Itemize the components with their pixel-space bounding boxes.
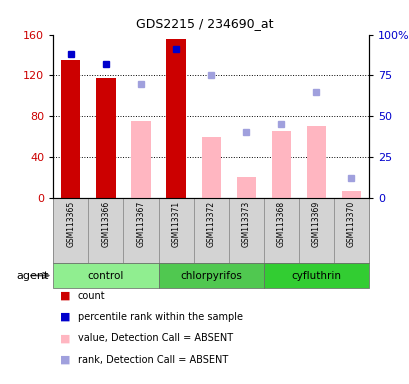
Text: GSM113372: GSM113372 bbox=[206, 201, 215, 247]
Text: GSM113368: GSM113368 bbox=[276, 201, 285, 247]
Text: ■: ■ bbox=[60, 312, 71, 322]
Bar bbox=[306, 126, 325, 198]
Text: GSM113373: GSM113373 bbox=[241, 201, 250, 247]
Text: ■: ■ bbox=[60, 333, 71, 343]
Bar bbox=[131, 121, 150, 198]
Bar bbox=[61, 60, 80, 198]
Text: GSM113366: GSM113366 bbox=[101, 201, 110, 247]
Text: cyfluthrin: cyfluthrin bbox=[291, 270, 341, 281]
Bar bbox=[158, 198, 193, 263]
Text: agent: agent bbox=[17, 270, 49, 281]
Text: ■: ■ bbox=[60, 291, 71, 301]
Bar bbox=[96, 78, 115, 198]
Bar bbox=[263, 263, 368, 288]
Bar bbox=[88, 198, 123, 263]
Text: GDS2215 / 234690_at: GDS2215 / 234690_at bbox=[136, 17, 273, 30]
Text: ■: ■ bbox=[60, 355, 71, 365]
Text: GSM113370: GSM113370 bbox=[346, 201, 355, 247]
Bar bbox=[263, 198, 298, 263]
Bar bbox=[53, 198, 88, 263]
Bar bbox=[341, 190, 360, 198]
Text: percentile rank within the sample: percentile rank within the sample bbox=[78, 312, 242, 322]
Text: chlorpyrifos: chlorpyrifos bbox=[180, 270, 241, 281]
Text: control: control bbox=[88, 270, 124, 281]
Bar bbox=[333, 198, 368, 263]
Text: GSM113365: GSM113365 bbox=[66, 201, 75, 247]
Text: GSM113367: GSM113367 bbox=[136, 201, 145, 247]
Bar bbox=[228, 198, 263, 263]
Bar bbox=[158, 263, 263, 288]
Bar bbox=[166, 39, 185, 198]
Text: GSM113369: GSM113369 bbox=[311, 201, 320, 247]
Bar bbox=[236, 177, 255, 198]
Bar bbox=[53, 263, 158, 288]
Text: rank, Detection Call = ABSENT: rank, Detection Call = ABSENT bbox=[78, 355, 227, 365]
Bar bbox=[201, 137, 220, 198]
Bar bbox=[123, 198, 158, 263]
Bar bbox=[193, 198, 228, 263]
Bar bbox=[298, 198, 333, 263]
Text: GSM113371: GSM113371 bbox=[171, 201, 180, 247]
Text: count: count bbox=[78, 291, 105, 301]
Bar bbox=[271, 131, 290, 198]
Text: value, Detection Call = ABSENT: value, Detection Call = ABSENT bbox=[78, 333, 232, 343]
